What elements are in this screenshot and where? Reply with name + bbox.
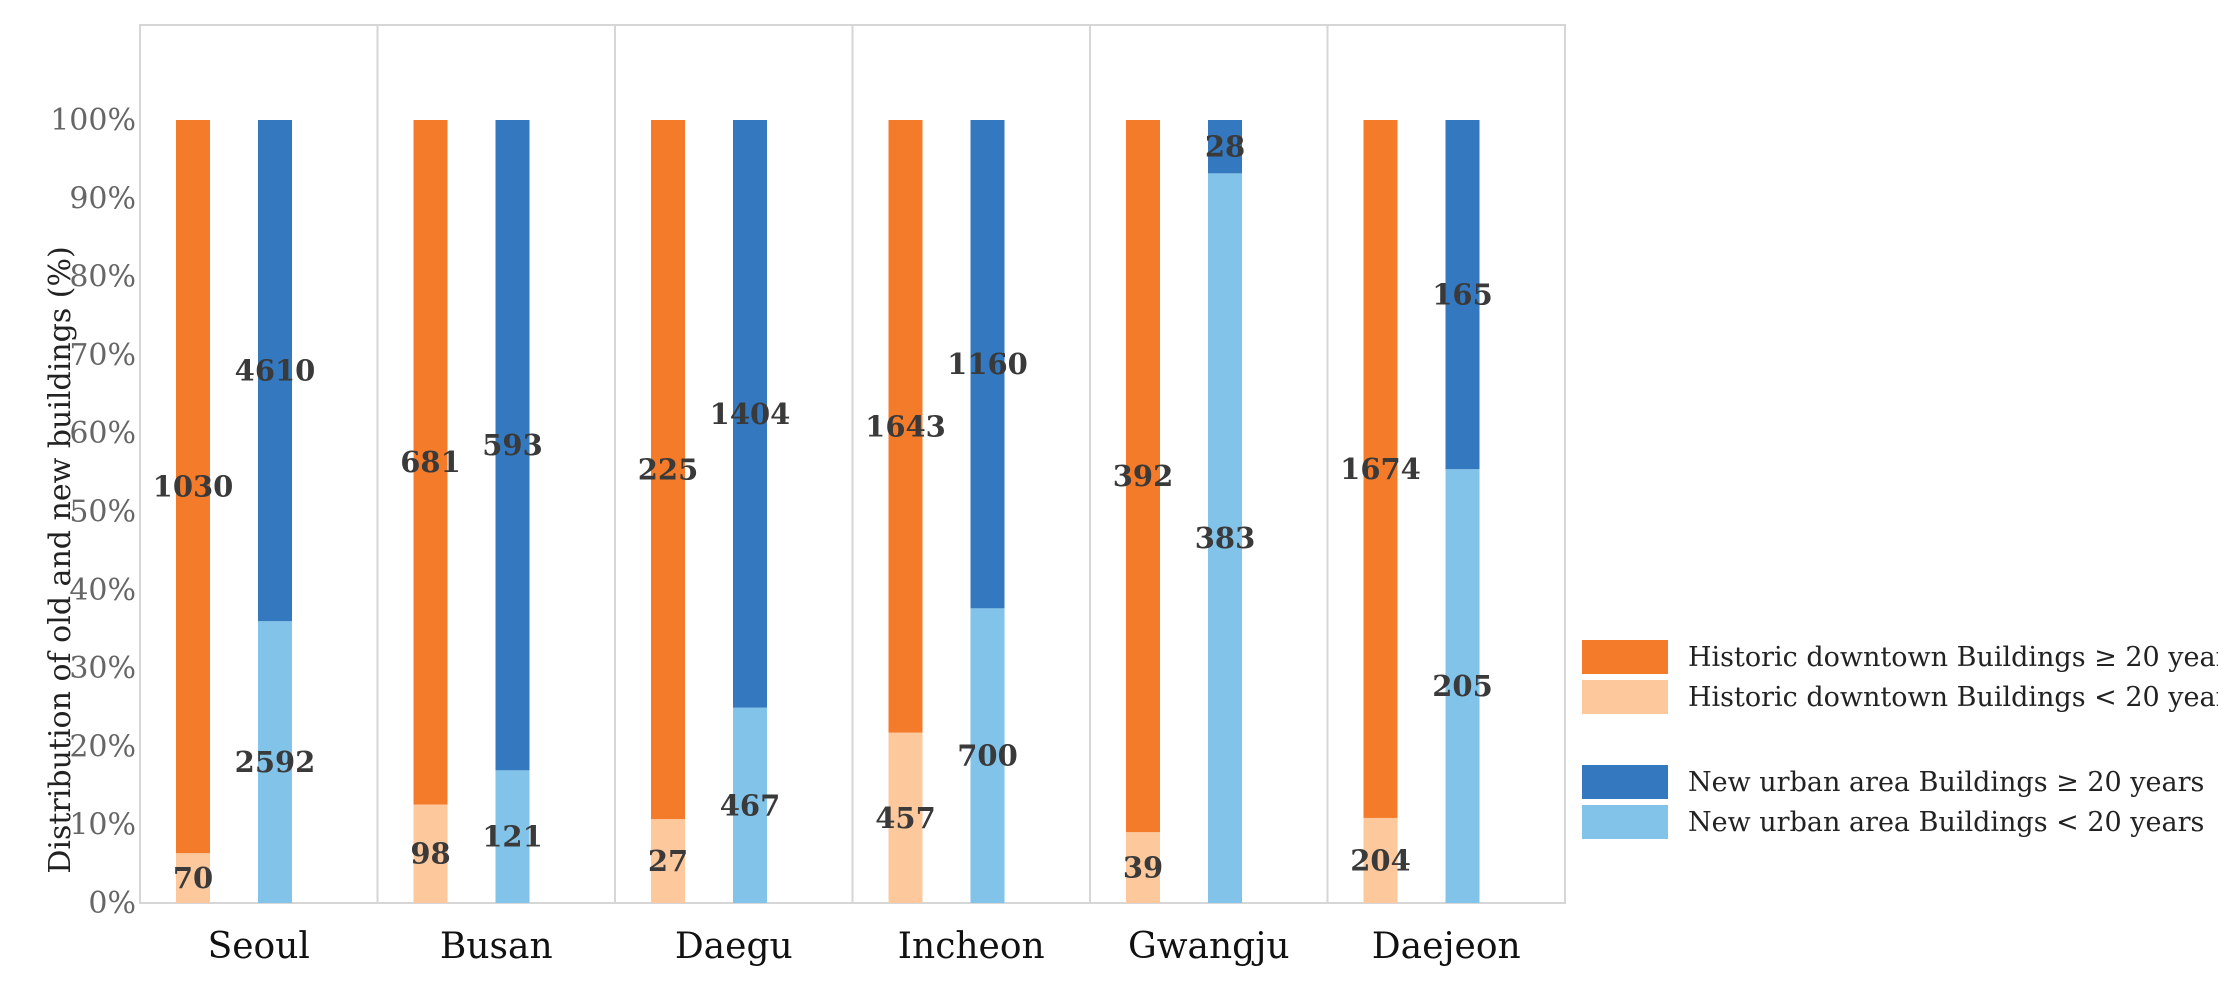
x-tick-label: Incheon	[898, 926, 1045, 967]
bar-daegu-historic-lt20	[651, 819, 685, 903]
y-tick-label: 30%	[69, 651, 136, 686]
y-tick-label: 20%	[69, 729, 136, 764]
y-tick-label: 50%	[69, 495, 136, 530]
bar-daejeon-historic-lt20	[1363, 817, 1398, 903]
legend-swatch	[1582, 640, 1668, 674]
y-tick-label: 70%	[69, 338, 136, 373]
legend-swatch	[1582, 680, 1668, 714]
data-label: 2592	[235, 745, 316, 779]
data-label: 467	[720, 788, 781, 822]
legend-swatch	[1582, 765, 1668, 799]
bar-daegu-historic-ge20	[651, 120, 685, 820]
data-label: 681	[400, 445, 461, 479]
bar-daejeon-new-ge20	[1445, 120, 1480, 470]
bar-daejeon-historic-ge20	[1363, 120, 1398, 818]
data-label: 593	[482, 428, 543, 462]
y-tick-label: 40%	[69, 573, 136, 608]
legend-entry: Historic downtown Buildings ≥ 20 years	[1688, 642, 2218, 673]
y-tick-label: 10%	[69, 808, 136, 843]
bar-busan-new-lt20	[495, 770, 530, 903]
y-axis-label: Distribution of old and new buildings (%…	[43, 246, 78, 873]
bar-daegu-new-ge20	[733, 120, 767, 708]
bar-gwangju-new-lt20	[1208, 173, 1242, 903]
x-tick-label: Seoul	[208, 926, 310, 967]
data-label: 225	[638, 453, 699, 487]
data-label: 70	[173, 861, 213, 895]
data-label: 121	[482, 820, 543, 854]
bar-busan-historic-ge20	[413, 120, 448, 805]
x-tick-label: Gwangju	[1128, 926, 1290, 967]
data-label: 27	[648, 844, 688, 878]
data-label: 204	[1350, 843, 1411, 877]
bar-incheon-new-lt20	[970, 608, 1005, 903]
data-label: 392	[1113, 459, 1174, 493]
bar-busan-new-ge20	[495, 120, 530, 771]
bar-seoul-new-ge20	[258, 120, 292, 622]
bar-gwangju-new-ge20	[1208, 120, 1242, 174]
data-label: 700	[957, 739, 1018, 773]
bar-daegu-new-lt20	[733, 707, 767, 903]
y-tick-label: 0%	[88, 886, 136, 921]
x-tick-label: Daejeon	[1372, 926, 1521, 967]
y-tick-label: 80%	[69, 260, 136, 295]
bar-incheon-new-ge20	[970, 120, 1005, 609]
data-label: 39	[1123, 851, 1163, 885]
bar-incheon-historic-ge20	[888, 120, 923, 733]
y-tick-label: 100%	[50, 103, 136, 138]
data-label: 98	[410, 837, 450, 871]
data-label: 1643	[865, 409, 946, 443]
data-label: 4610	[235, 354, 316, 388]
data-label: 165	[1432, 278, 1493, 312]
data-label: 1030	[153, 470, 234, 504]
data-label: 457	[875, 801, 936, 835]
bar-seoul-new-lt20	[258, 621, 292, 903]
y-tick-label: 90%	[69, 181, 136, 216]
bar-daejeon-new-lt20	[1445, 469, 1480, 903]
bar-seoul-historic-ge20	[176, 120, 210, 854]
data-label: 1404	[710, 397, 791, 431]
data-label: 205	[1432, 669, 1493, 703]
legend-entry: Historic downtown Buildings < 20 years	[1688, 682, 2218, 713]
x-tick-label: Busan	[440, 926, 553, 967]
bar-busan-historic-lt20	[413, 804, 448, 903]
legend-swatch	[1582, 805, 1668, 839]
y-tick-label: 60%	[69, 416, 136, 451]
legend-entry: New urban area Buildings ≥ 20 years	[1688, 767, 2204, 798]
legend-entry: New urban area Buildings < 20 years	[1688, 807, 2204, 838]
bar-gwangju-historic-ge20	[1126, 120, 1160, 833]
bar-gwangju-historic-lt20	[1126, 832, 1160, 903]
bar-incheon-historic-lt20	[888, 732, 923, 903]
x-tick-label: Daegu	[675, 926, 793, 967]
bar-seoul-historic-lt20	[176, 853, 210, 903]
data-label: 383	[1195, 521, 1256, 555]
data-label: 28	[1205, 130, 1245, 164]
data-label: 1674	[1340, 452, 1421, 486]
data-label: 1160	[947, 347, 1028, 381]
